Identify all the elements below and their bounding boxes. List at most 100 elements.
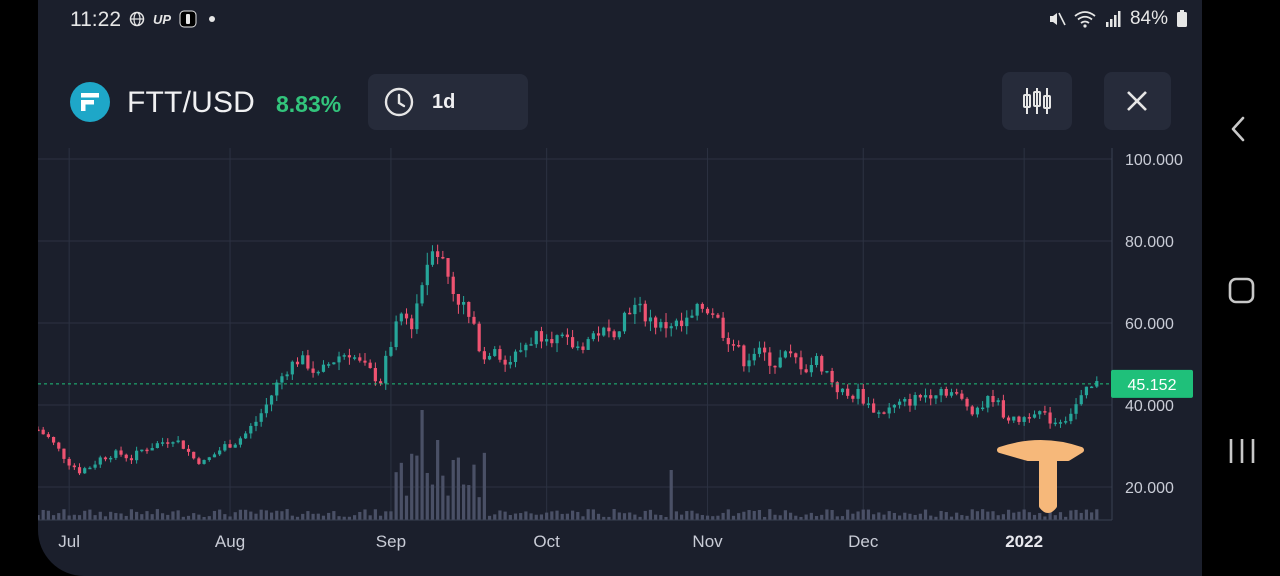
home-icon[interactable] [1228, 277, 1255, 304]
volume-bar [238, 509, 243, 520]
volume-bar [534, 514, 538, 520]
volume-bar [560, 513, 564, 520]
candle-body [628, 312, 632, 315]
volume-bar [508, 514, 512, 520]
volume-bar [57, 513, 61, 520]
volume-bar [617, 512, 621, 520]
candle-body [768, 352, 772, 366]
x-tick-label: Oct [533, 532, 560, 551]
candle-body [1006, 417, 1011, 421]
volume-bar [949, 516, 954, 520]
volume-bar [648, 509, 653, 520]
close-button[interactable] [1104, 72, 1171, 130]
candle-body [934, 395, 938, 399]
candle-body [290, 361, 294, 375]
volume-bar [254, 513, 258, 520]
candle-body [539, 331, 544, 342]
volume-bar [192, 513, 196, 520]
x-tick-label: 2022 [1005, 532, 1043, 551]
candle-body [441, 256, 445, 259]
candle-body [1084, 386, 1089, 396]
candle-body [550, 339, 554, 344]
y-axis: 100.000 80.000 60.000 40.000 20.000 [1111, 148, 1183, 520]
volume-bar [934, 516, 938, 520]
volume-bar [306, 511, 310, 520]
volume-bar [804, 514, 808, 520]
volume-bar [399, 462, 403, 520]
candle-body [555, 335, 559, 344]
timeframe-button[interactable]: 1d [368, 74, 528, 130]
candle-body [664, 322, 668, 329]
volume-bar [778, 515, 782, 520]
candle-body [882, 412, 886, 414]
volume-bar [477, 497, 481, 520]
candle-body [280, 376, 284, 383]
recents-icon[interactable] [1228, 437, 1256, 465]
candle-body [150, 448, 154, 451]
volume-bar [160, 513, 165, 520]
volume-bar [124, 515, 128, 520]
volume-bar [51, 515, 56, 520]
volume-bar [685, 511, 689, 520]
volume-bar [62, 509, 66, 520]
y-tick-label: 20.000 [1125, 480, 1174, 497]
signal-icon [1105, 11, 1121, 27]
volume-bar [794, 515, 798, 520]
volume-bar [109, 511, 113, 520]
pair-title: FTT/USD [127, 86, 256, 119]
candle-body [498, 349, 502, 360]
candle-body [410, 318, 414, 330]
candle-body [493, 349, 497, 356]
x-tick-label: Nov [692, 532, 723, 551]
volume-bar [944, 512, 948, 520]
candle-body [269, 395, 274, 405]
volume-bar [1069, 510, 1073, 520]
candle-body [757, 347, 762, 354]
volume-bar [1043, 516, 1047, 520]
volume-bar [882, 514, 886, 520]
candle-body [643, 303, 647, 322]
volume-bar [425, 472, 429, 520]
candle-body [244, 433, 248, 439]
volume-bar [337, 516, 341, 520]
candles [38, 244, 1099, 476]
volume-bar [358, 511, 362, 520]
candle-body [358, 357, 362, 361]
volume-bar [835, 516, 839, 520]
app-badge-up: UP [153, 11, 172, 27]
volume-bar [332, 511, 336, 520]
volume-bar [93, 515, 97, 520]
candle-body [72, 465, 76, 468]
candle-body [887, 407, 891, 414]
candle-body [420, 285, 424, 304]
volume-bar [327, 512, 331, 520]
back-icon[interactable] [1230, 116, 1246, 142]
candle-body [321, 364, 326, 372]
candle-body [726, 337, 730, 345]
volume-bar [269, 512, 274, 520]
candle-body [576, 346, 580, 348]
volume-bar [591, 509, 595, 520]
volume-bar [872, 514, 876, 520]
candle-body [705, 308, 710, 314]
candle-body [425, 264, 429, 286]
price-chart[interactable]: 100.000 80.000 60.000 40.000 20.000 Jul Aug Se… [38, 0, 1202, 576]
battery-icon [1177, 10, 1187, 27]
volume-bar [202, 516, 206, 520]
candle-body [565, 334, 570, 338]
indicators-button[interactable] [1002, 72, 1072, 130]
wifi-icon [1074, 11, 1096, 28]
volume-bar [259, 509, 263, 520]
volume-bar [72, 514, 76, 520]
volume-bar [830, 510, 834, 520]
candle-body [695, 303, 699, 316]
candle-body [804, 369, 808, 373]
volume-bar [67, 515, 71, 520]
clock-icon [384, 87, 414, 117]
candle-body [529, 344, 533, 346]
candle-body [467, 301, 471, 317]
candle-body [545, 339, 549, 342]
volume-bar [166, 514, 170, 520]
candle-body [508, 361, 512, 365]
candle-body [1069, 413, 1073, 422]
